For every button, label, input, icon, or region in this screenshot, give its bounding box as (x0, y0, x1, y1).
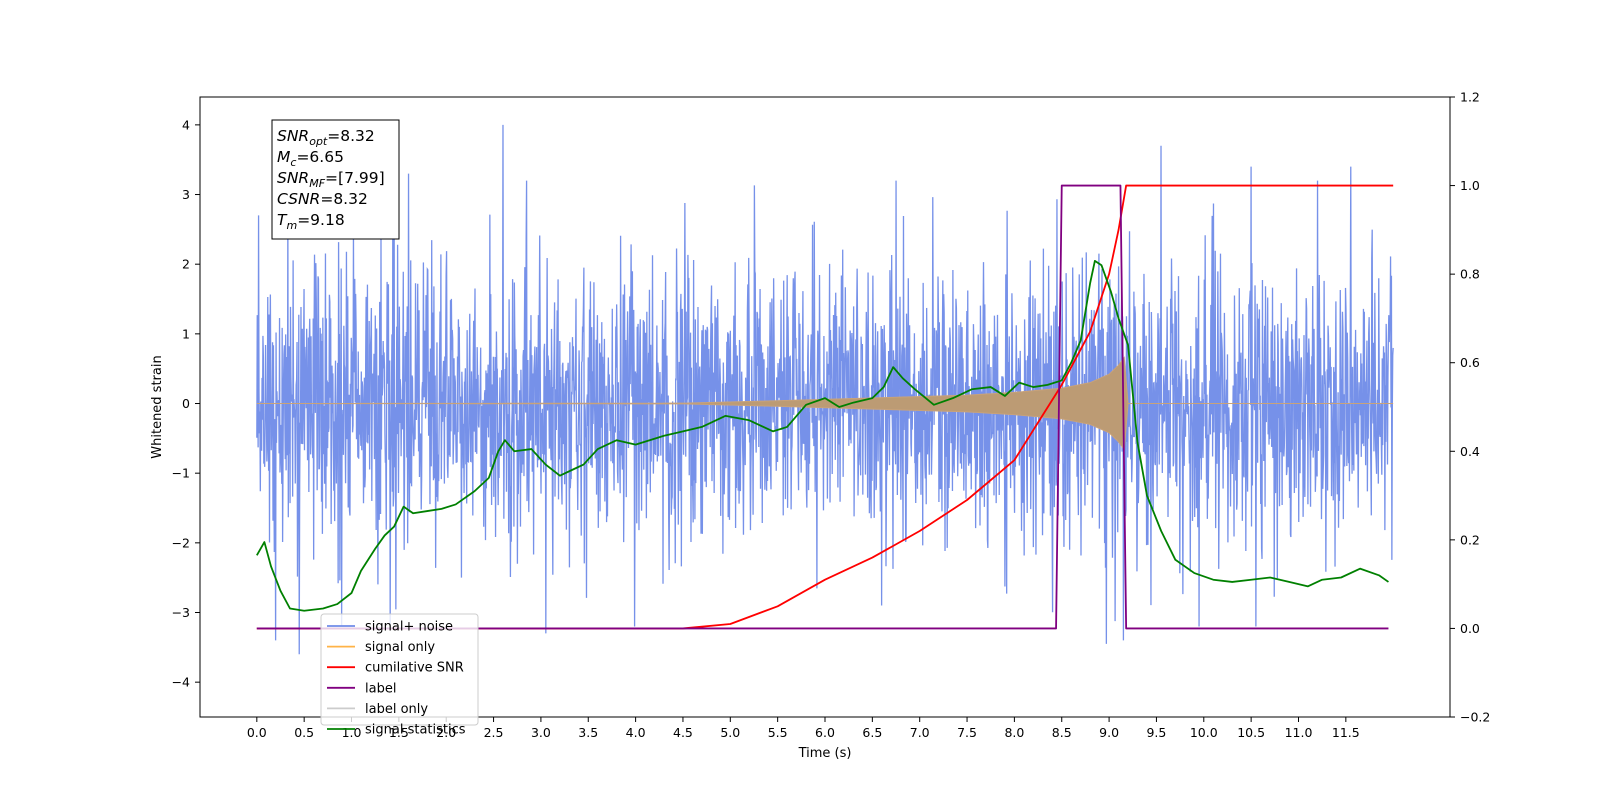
signal-noise-line (256, 124, 1394, 655)
y-tick-label: −1 (172, 466, 190, 481)
x-tick-label: 11.5 (1332, 725, 1360, 740)
y2-tick-label: 1.2 (1460, 90, 1480, 105)
signal-statistics-line (256, 259, 1389, 612)
y-tick-label: 1 (182, 326, 190, 341)
x-tick-label: 6.0 (815, 725, 835, 740)
x-tick-label: 10.5 (1237, 725, 1265, 740)
y-axis-label: Whitened strain (150, 355, 165, 458)
legend-label: label (365, 681, 396, 696)
y2-tick-label: 0.4 (1460, 444, 1480, 459)
legend-label: cumilative SNR (365, 661, 464, 676)
x-tick-label: 4.0 (626, 725, 646, 740)
annotation-subscript: opt (309, 135, 328, 148)
annotation-value: =8.32 (320, 190, 368, 208)
x-tick-label: 8.0 (1004, 725, 1024, 740)
annotation-line: SNRMF=[7.99] (277, 169, 385, 190)
x-tick-label: 0.5 (294, 725, 314, 740)
legend: signal+ noise signal only cumilative SNR la… (320, 613, 479, 738)
y-tick-label: 4 (182, 117, 190, 132)
y2-tick-label: 1.0 (1460, 178, 1480, 193)
x-tick-label: 3.5 (578, 725, 598, 740)
label-line (256, 184, 1389, 630)
y-tick-label: 2 (182, 257, 190, 272)
cumilative-snr-line (256, 184, 1394, 630)
signal-only-envelope (256, 356, 1394, 451)
annotation-subscript: c (290, 156, 296, 169)
x-tick-label: 5.5 (768, 725, 788, 740)
x-tick-label: 10.0 (1190, 725, 1218, 740)
right-y-axis: 1.2 1.0 0.8 0.6 0.4 0.2 0.0 −0.2 (1450, 90, 1490, 725)
x-tick-label: 1.5 (389, 725, 409, 740)
x-tick-label: 3.0 (531, 725, 551, 740)
annotation-box: SNRopt=8.32Mc=6.65SNRMF=[7.99]CSNR=8.32T… (271, 119, 400, 240)
left-y-axis: 4 3 2 1 0 −1 −2 −3 −4 (172, 117, 200, 690)
annotation-symbol: SNR (277, 169, 309, 187)
annotation-line: SNRopt=8.32 (277, 127, 375, 148)
annotation-frame (271, 119, 400, 240)
legend-label: label only (365, 702, 428, 717)
y2-tick-label: 0.0 (1460, 621, 1480, 636)
annotation-symbol: SNR (277, 127, 309, 145)
x-tick-label: 7.5 (957, 725, 977, 740)
x-axis: 0.0 0.5 1.0 1.5 2.0 2.5 3.0 3.5 4.0 4.5 5.0 5.5 6.0 6… (247, 717, 1360, 740)
x-tick-label: 4.5 (673, 725, 693, 740)
annotation-line: CSNR=8.32 (277, 190, 368, 208)
x-tick-label: 9.0 (1099, 725, 1119, 740)
y2-tick-label: −0.2 (1460, 710, 1490, 725)
legend-label: signal only (365, 640, 435, 655)
y-tick-label: −4 (172, 675, 190, 690)
legend-frame (320, 613, 479, 726)
annotation-subscript: m (286, 219, 297, 232)
plot-area (256, 124, 1394, 655)
x-tick-label: 8.5 (1052, 725, 1072, 740)
y-tick-label: −3 (172, 605, 190, 620)
annotation-symbol: CSNR (277, 190, 320, 208)
x-tick-label: 1.0 (342, 725, 362, 740)
annotation-line: Tm=9.18 (277, 211, 345, 232)
annotation-value: =[7.99] (325, 169, 385, 187)
x-tick-label: 9.5 (1146, 725, 1166, 740)
annotation-subscript: MF (309, 177, 325, 190)
annotation-symbol: T (277, 211, 288, 229)
y2-tick-label: 0.2 (1460, 532, 1480, 547)
x-tick-label: 6.5 (862, 725, 882, 740)
y-tick-label: 0 (182, 396, 190, 411)
x-tick-label: 11.0 (1285, 725, 1313, 740)
y2-tick-label: 0.6 (1460, 355, 1480, 370)
annotation-value: =6.65 (296, 148, 344, 166)
x-tick-label: 0.0 (247, 725, 267, 740)
x-tick-label: 5.0 (720, 725, 740, 740)
x-tick-label: 2.0 (436, 725, 456, 740)
x-axis-label: Time (s) (798, 746, 852, 761)
annotation-value: =8.32 (327, 127, 375, 145)
annotation-line: Mc=6.65 (277, 148, 344, 169)
annotation-value: =9.18 (297, 211, 345, 229)
x-tick-label: 7.0 (910, 725, 930, 740)
y2-tick-label: 0.8 (1460, 267, 1480, 282)
x-tick-label: 2.5 (484, 725, 504, 740)
y-tick-label: 3 (182, 187, 190, 202)
y-tick-label: −2 (172, 535, 190, 550)
legend-label: signal statistics (365, 723, 466, 738)
annotation-symbol: M (277, 148, 290, 166)
legend-label: signal+ noise (365, 620, 453, 635)
